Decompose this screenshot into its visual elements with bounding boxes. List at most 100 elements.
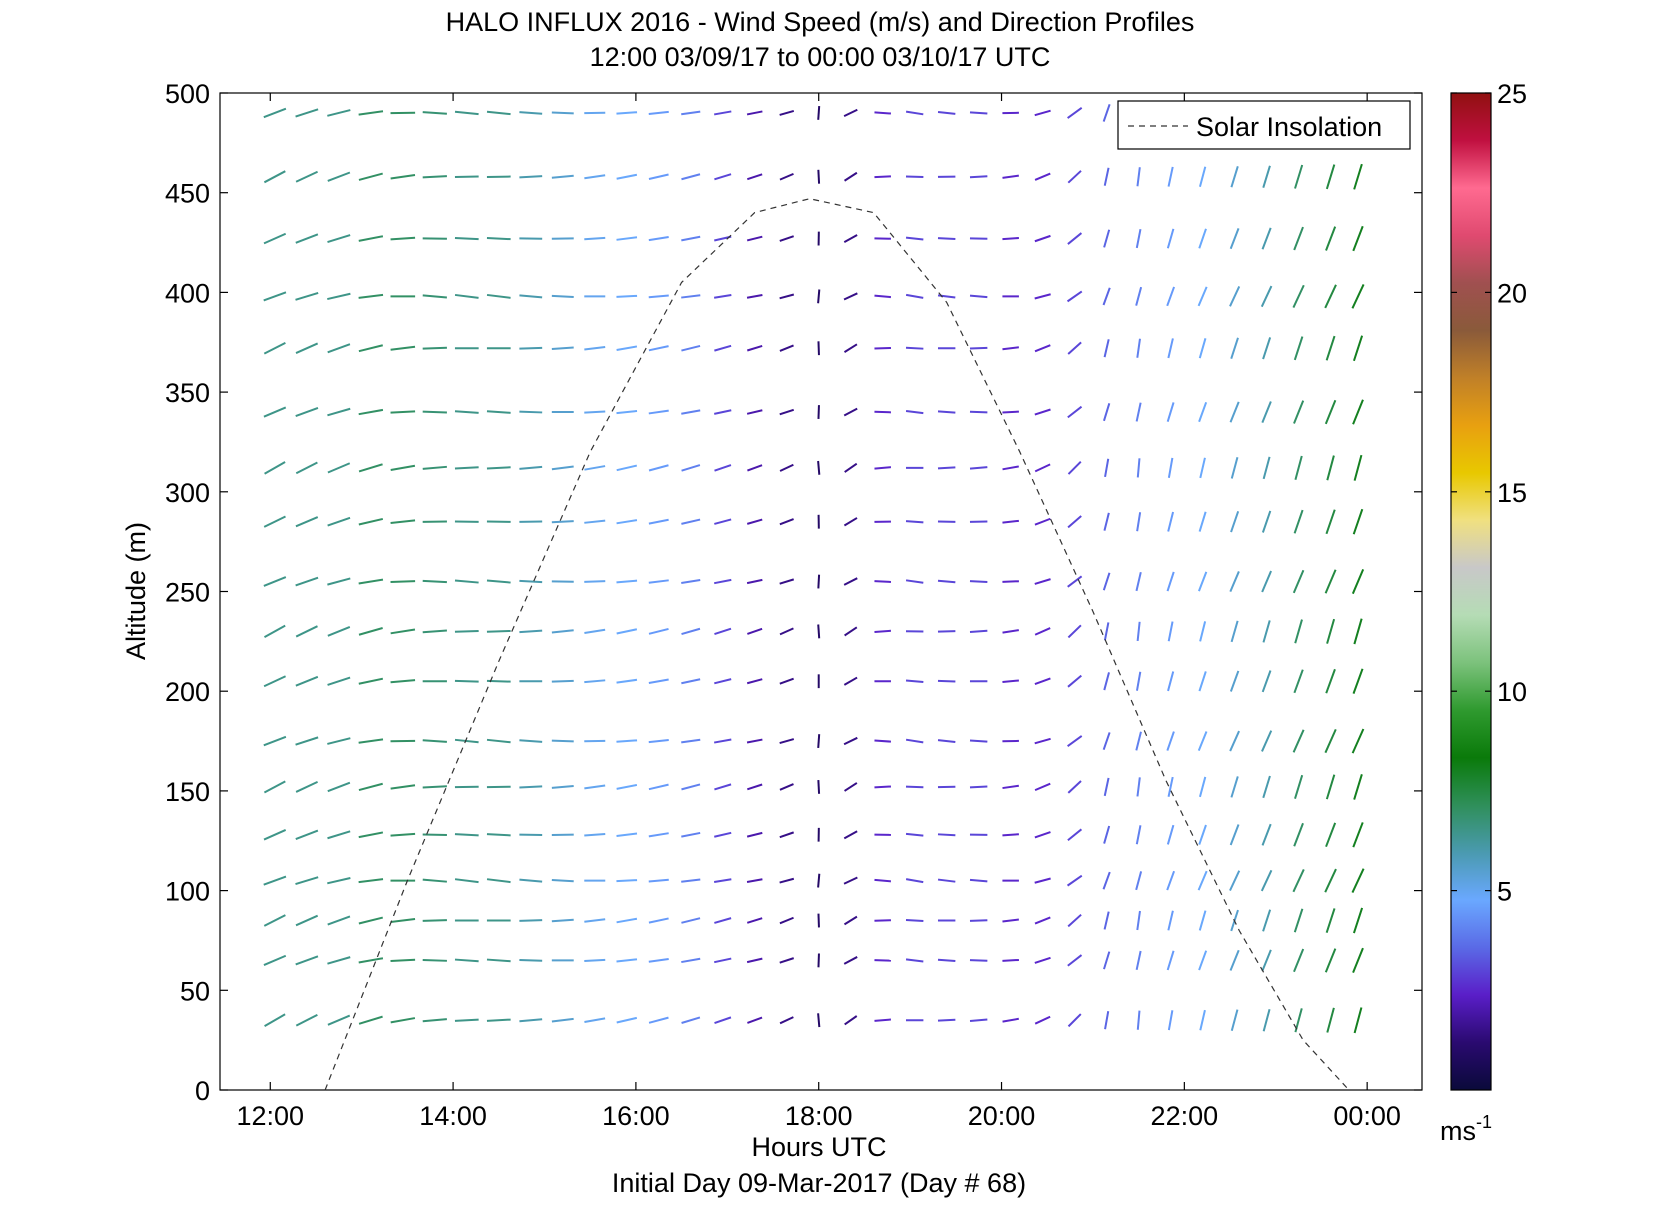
wind-arrow [905, 878, 924, 884]
wind-arrow [874, 878, 892, 883]
wind-arrow [714, 344, 732, 352]
wind-arrow [905, 236, 924, 241]
wind-arrow [616, 739, 638, 743]
wind-arrow [746, 409, 763, 415]
wind-arrow [1325, 164, 1336, 190]
wind-arrow [295, 780, 318, 793]
wind-arrow [747, 627, 763, 635]
wind-arrow [584, 784, 606, 790]
wind-arrow [937, 878, 956, 883]
wind-arrow [1034, 627, 1051, 636]
wind-arrow [390, 410, 416, 414]
wind-arrow [1034, 344, 1051, 353]
wind-arrow [1135, 950, 1142, 970]
wind-arrow [454, 236, 479, 241]
wind-arrow [486, 293, 511, 299]
wind-arrow [648, 518, 669, 525]
wind-arrow [263, 341, 286, 355]
wind-arrow [1229, 824, 1240, 846]
wind-arrow [1102, 287, 1111, 306]
wind-arrow [519, 958, 543, 962]
wind-arrow [1261, 227, 1272, 250]
wind-arrow [648, 409, 669, 415]
wind-arrow [519, 346, 543, 350]
wind-arrow [584, 174, 606, 180]
wind-arrow [1103, 911, 1110, 930]
wind-arrow [905, 110, 924, 116]
wind-arrow [1102, 732, 1111, 751]
wind-arrow [1166, 824, 1175, 845]
x-axis-label: Hours UTC [751, 1132, 886, 1162]
wind-arrow [779, 627, 794, 636]
wind-arrow [681, 579, 701, 585]
wind-arrow [713, 738, 732, 744]
wind-arrow [390, 464, 416, 471]
wind-arrow [1167, 910, 1174, 931]
wind-arrow [817, 574, 821, 589]
wind-arrow [551, 174, 574, 179]
wind-arrow [747, 1016, 763, 1024]
wind-arrow [746, 110, 763, 116]
wind-arrow [937, 958, 956, 962]
wind-arrow [584, 628, 606, 635]
wind-arrow [714, 409, 732, 415]
wind-arrow [648, 579, 669, 584]
wind-arrow [746, 878, 763, 883]
wind-arrow [1167, 776, 1174, 797]
wind-arrow [779, 578, 795, 585]
wind-arrow [616, 917, 638, 924]
wind-arrow [519, 1018, 543, 1023]
wind-arrow [681, 878, 701, 883]
wind-arrow [1002, 784, 1019, 790]
wind-arrow [263, 624, 286, 638]
wind-arrow [616, 236, 638, 241]
wind-arrow [454, 466, 479, 470]
wind-arrow [486, 958, 511, 963]
wind-arrow [1326, 618, 1336, 644]
wind-arrow [779, 172, 794, 181]
wind-arrow [327, 577, 351, 586]
wind-arrow [295, 914, 319, 927]
wind-arrow [519, 175, 543, 179]
wind-arrow [519, 919, 543, 922]
wind-arrow [1198, 402, 1208, 423]
wind-arrow [486, 833, 511, 837]
y-axis-label: Altitude (m) [121, 522, 151, 660]
wind-arrow [519, 629, 543, 634]
wind-arrow [779, 916, 794, 925]
wind-arrow [295, 829, 319, 840]
wind-arrow [905, 409, 924, 415]
wind-arrow [1034, 517, 1051, 526]
wind-arrow [616, 678, 638, 684]
wind-arrow [1103, 672, 1110, 691]
wind-arrow [519, 739, 543, 743]
wind-arrow [551, 879, 574, 883]
wind-arrow [1260, 869, 1273, 892]
wind-arrow [551, 739, 574, 743]
wind-arrow [551, 629, 574, 634]
wind-arrow [746, 738, 763, 744]
wind-arrow [1230, 620, 1239, 643]
wind-arrow [1325, 509, 1336, 535]
y-tick-label: 0 [195, 1076, 210, 1106]
wind-arrow [843, 915, 858, 926]
wind-arrow [390, 580, 416, 583]
wind-arrow [905, 919, 924, 922]
wind-arrow [422, 579, 447, 584]
wind-arrow [1262, 456, 1271, 480]
wind-arrow [390, 174, 416, 180]
wind-arrow [616, 579, 638, 584]
wind-arrow [648, 917, 669, 924]
wind-arrow [874, 785, 891, 789]
wind-arrow [358, 738, 384, 744]
wind-arrow [1325, 774, 1336, 800]
wind-arrow [1197, 286, 1208, 307]
wind-arrow [1229, 949, 1240, 971]
wind-arrow [390, 519, 416, 524]
wind-arrow [358, 235, 384, 242]
wind-arrow [746, 678, 763, 685]
wind-arrow [551, 520, 574, 524]
wind-arrow [1197, 870, 1208, 891]
wind-arrow [1262, 337, 1272, 360]
wind-arrow [969, 580, 988, 583]
